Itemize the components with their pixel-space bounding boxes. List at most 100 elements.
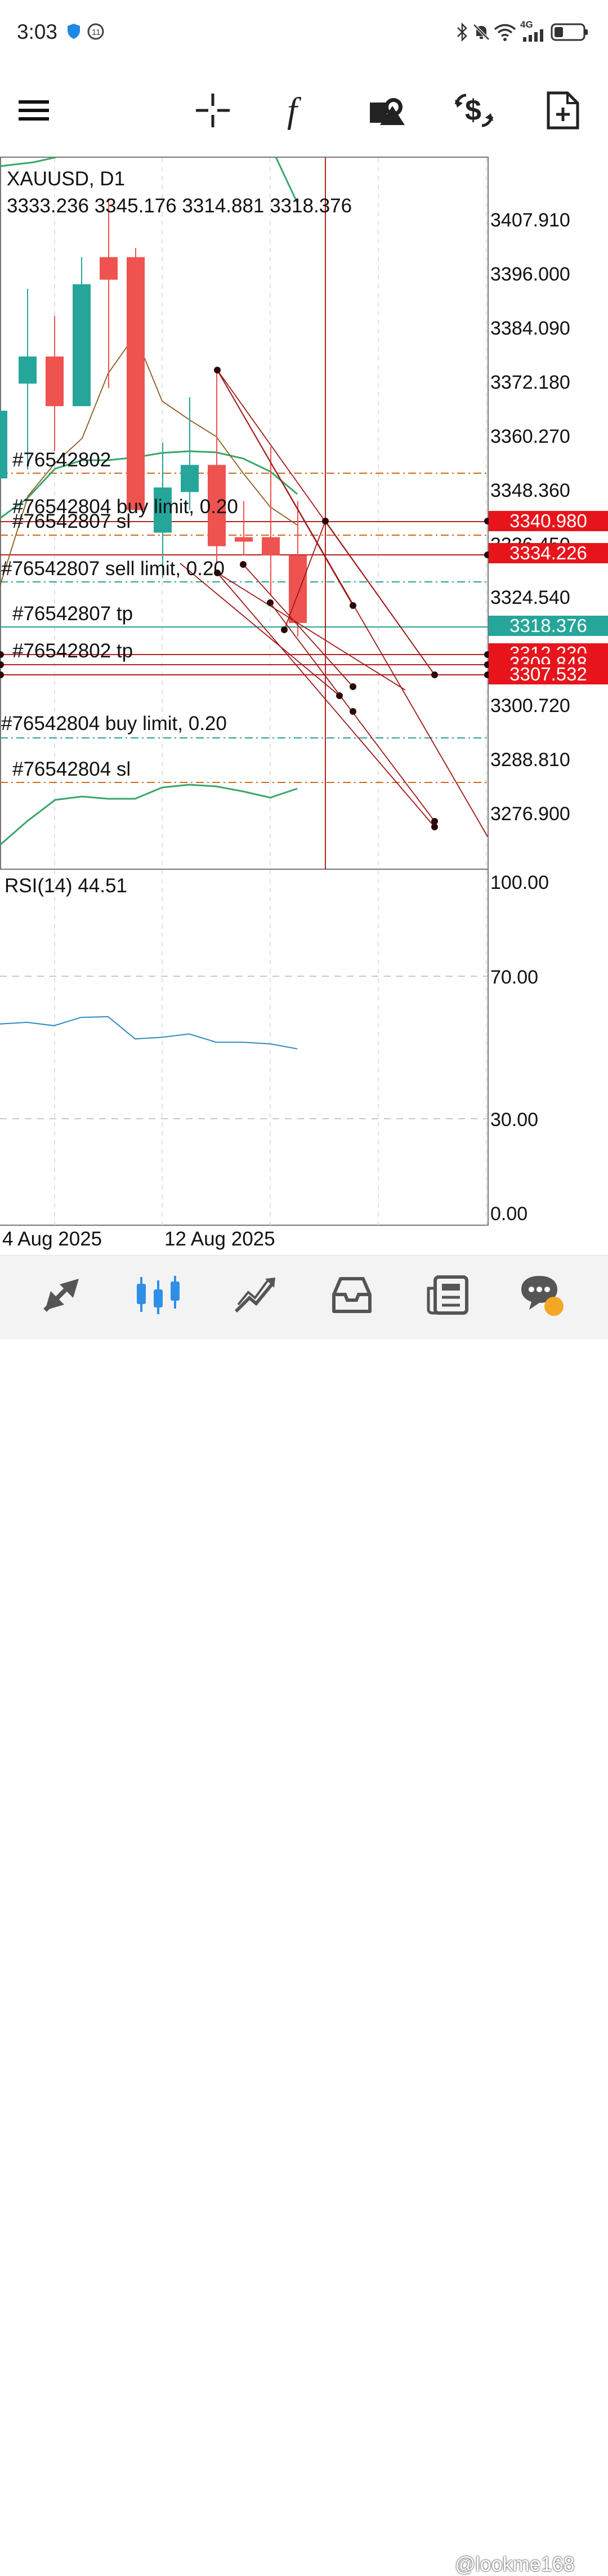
anchor-point[interactable] — [350, 602, 356, 609]
chart-tab-icon — [137, 1276, 180, 1314]
trend-line[interactable] — [217, 572, 406, 691]
order-label-76542802-tp[interactable]: #76542802 tp — [12, 640, 133, 662]
order-label-76542804-buy-limit-2[interactable]: #76542804 buy limit, 0.20 — [1, 713, 227, 735]
anchor-point[interactable] — [0, 651, 4, 658]
candle-body[interactable] — [154, 487, 172, 533]
order-label-76542804-buy-limit[interactable]: #76542804 buy limit, 0.20 — [12, 496, 238, 518]
anchor-point[interactable] — [350, 683, 356, 690]
rsi-label: RSI(14) 44.51 — [5, 875, 127, 897]
anchor-point[interactable] — [214, 570, 221, 576]
chart-ohlc: 3333.236 3345.176 3314.881 3318.376 — [7, 195, 352, 217]
order-label-76542807-sell-limit[interactable]: #76542807 sell limit, 0.20 — [1, 558, 225, 580]
candle-body[interactable] — [289, 555, 307, 623]
anchor-point[interactable] — [240, 561, 247, 568]
candles-group — [0, 198, 307, 637]
svg-text:$: $ — [465, 94, 481, 127]
candle-body[interactable] — [19, 356, 37, 384]
candle-body[interactable] — [0, 411, 7, 479]
battery-icon — [551, 23, 589, 45]
chart-toolbar: f $ — [0, 79, 608, 141]
trend-line[interactable] — [325, 520, 435, 675]
messages-tab-icon — [521, 1276, 564, 1316]
price-axis-label: 3384.090 — [490, 318, 570, 339]
anchor-point[interactable] — [336, 692, 343, 699]
anchor-point[interactable] — [214, 367, 221, 373]
chart-symbol: XAUUSD, D1 — [7, 168, 126, 190]
trade-tab-icon — [234, 1278, 275, 1313]
price-tag-sell-limit: 3334.226 — [489, 543, 608, 563]
trend-line[interactable] — [217, 370, 354, 606]
rsi-axis-label: 100.00 — [490, 872, 549, 893]
order-label-76542807-sl[interactable]: #76542807 sl — [12, 510, 131, 532]
wifi-icon — [493, 23, 517, 45]
anchor-point[interactable] — [281, 626, 288, 633]
trade-tab[interactable] — [230, 1273, 280, 1318]
bluetooth-icon — [456, 22, 468, 45]
menu-icon — [19, 100, 49, 121]
candle-body[interactable] — [127, 257, 145, 510]
chart-tab[interactable] — [133, 1273, 184, 1318]
rsi-axis-label: 70.00 — [490, 967, 539, 988]
order-label-76542807-tp[interactable]: #76542807 tp — [12, 603, 133, 625]
network-type: 4G — [520, 19, 533, 30]
indicators-icon: f — [287, 91, 302, 130]
crosshair-button[interactable] — [190, 90, 235, 131]
anchor-point[interactable] — [0, 661, 4, 668]
candle-body[interactable] — [100, 257, 118, 280]
anchor-point[interactable] — [431, 818, 438, 825]
new-order-icon — [547, 91, 579, 130]
candle-body[interactable] — [73, 284, 91, 407]
status-bar: 3:03 11 4G — [0, 0, 608, 65]
objects-button[interactable] — [365, 90, 410, 131]
candle-body[interactable] — [262, 537, 280, 555]
trend-line[interactable] — [217, 572, 435, 827]
crosshair-icon — [196, 94, 230, 127]
candle-body[interactable] — [208, 465, 226, 546]
news-tab[interactable] — [422, 1273, 473, 1318]
status-time: 3:03 — [17, 20, 58, 43]
menu-button[interactable] — [11, 90, 56, 131]
shield-icon — [66, 23, 81, 42]
trade-button[interactable]: $ — [451, 90, 497, 131]
price-axis-label: 3396.000 — [490, 264, 570, 285]
trade-icon: $ — [454, 94, 494, 127]
new-order-button[interactable] — [540, 90, 585, 131]
price-tag-sl: 3340.980 — [489, 511, 608, 531]
history-tab[interactable] — [327, 1273, 377, 1318]
chart-area[interactable]: XAUUSD, D1 3333.236 3345.176 3314.881 33… — [0, 157, 608, 1249]
time-axis-label: 12 Aug 2025 — [164, 1228, 275, 1250]
bottom-navigation: @lookme168 — [0, 1255, 608, 2575]
rsi-line — [0, 1016, 298, 1049]
price-axis-label: 3360.270 — [490, 426, 570, 447]
anchor-point[interactable] — [431, 824, 438, 830]
price-axis-label: 3407.910 — [490, 210, 570, 231]
quotes-tab[interactable] — [37, 1273, 87, 1318]
order-label-76542802[interactable]: #76542802 — [12, 449, 111, 471]
signal-icon — [522, 29, 546, 45]
indicators-button[interactable]: f — [277, 90, 322, 131]
messages-tab[interactable] — [516, 1273, 566, 1318]
chart-canvas[interactable] — [0, 157, 608, 1227]
band-upper-line — [0, 157, 57, 167]
price-axis-label: 3288.810 — [490, 749, 570, 771]
watermark: @lookme168 — [455, 2552, 575, 2575]
price-tag-tp3: 3307.532 — [489, 664, 608, 684]
anchor-point[interactable] — [322, 518, 329, 524]
anchor-point[interactable] — [431, 671, 438, 678]
quotes-tab-icon — [43, 1279, 79, 1312]
anchor-point[interactable] — [267, 599, 274, 606]
anchor-point[interactable] — [350, 708, 356, 715]
candle-body[interactable] — [181, 465, 199, 492]
trend-line[interactable] — [243, 564, 354, 687]
history-tab-icon — [332, 1277, 372, 1313]
candle-body[interactable] — [46, 356, 64, 407]
rsi-axis-label: 0.00 — [490, 1203, 528, 1225]
app-badge-icon: 11 — [86, 23, 105, 43]
trend-line[interactable] — [180, 563, 340, 696]
candle-body[interactable] — [235, 537, 253, 542]
svg-text:f: f — [287, 91, 302, 130]
anchor-point[interactable] — [0, 671, 4, 678]
trend-line[interactable] — [284, 520, 326, 630]
order-label-76542804-sl[interactable]: #76542804 sl — [12, 758, 131, 780]
price-axis-label: 3324.540 — [490, 587, 570, 608]
